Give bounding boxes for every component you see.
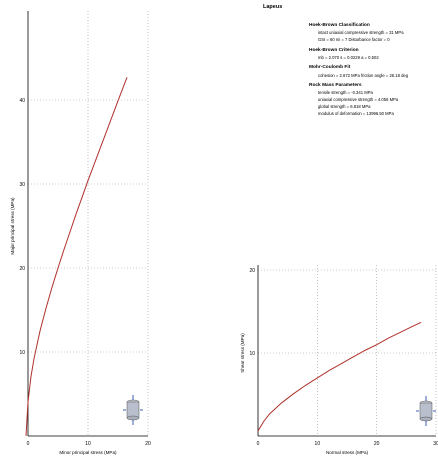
y-tick-label: 30 — [19, 182, 25, 188]
section-heading: Mohr-Coulomb Fit — [309, 65, 351, 71]
section-line: global strength = 6.818 MPa — [318, 104, 371, 110]
x-tick-label: 0 — [27, 441, 30, 447]
series-line — [25, 77, 128, 437]
section-line: tensile strength = -0.341 MPa — [318, 90, 373, 96]
section-line: GSI = 60 mi = 7 Disturbance factor = 0 — [318, 37, 390, 43]
x-axis-label: Minor principal stress (MPa) — [59, 450, 117, 455]
x-tick-label: 20 — [145, 441, 151, 447]
y-tick-label: 20 — [19, 266, 25, 272]
x-tick-label: 10 — [85, 441, 91, 447]
section-line: intact uniaxial compressive strength = 3… — [318, 30, 404, 36]
section-heading: Rock Mass Parameters — [309, 83, 362, 89]
results-panel: Lapeus Hoek-Brown Classification intact un… — [0, 0, 438, 120]
section-line: mb = 2.070 s = 0.0229 a = 0.502 — [318, 54, 379, 60]
section-line: cohesion = 2.672 MPa friction angle = 26… — [318, 72, 409, 78]
section-heading: Hoek-Brown Classification — [309, 23, 370, 28]
y-tick-label: 10 — [19, 350, 25, 356]
results-title: Lapeus — [263, 4, 283, 10]
y-tick-label: 40 — [19, 98, 25, 104]
section-heading: Hoek-Brown Criterion — [309, 47, 359, 53]
y-axis-label: Major principal stress (MPa) — [10, 197, 15, 255]
section-line: uniaxial compressive strength = 4.056 MP… — [318, 97, 399, 103]
section-line: modulus of deformation = 13996.50 MPa — [318, 111, 394, 117]
sample-cylinder-icon — [123, 395, 143, 425]
